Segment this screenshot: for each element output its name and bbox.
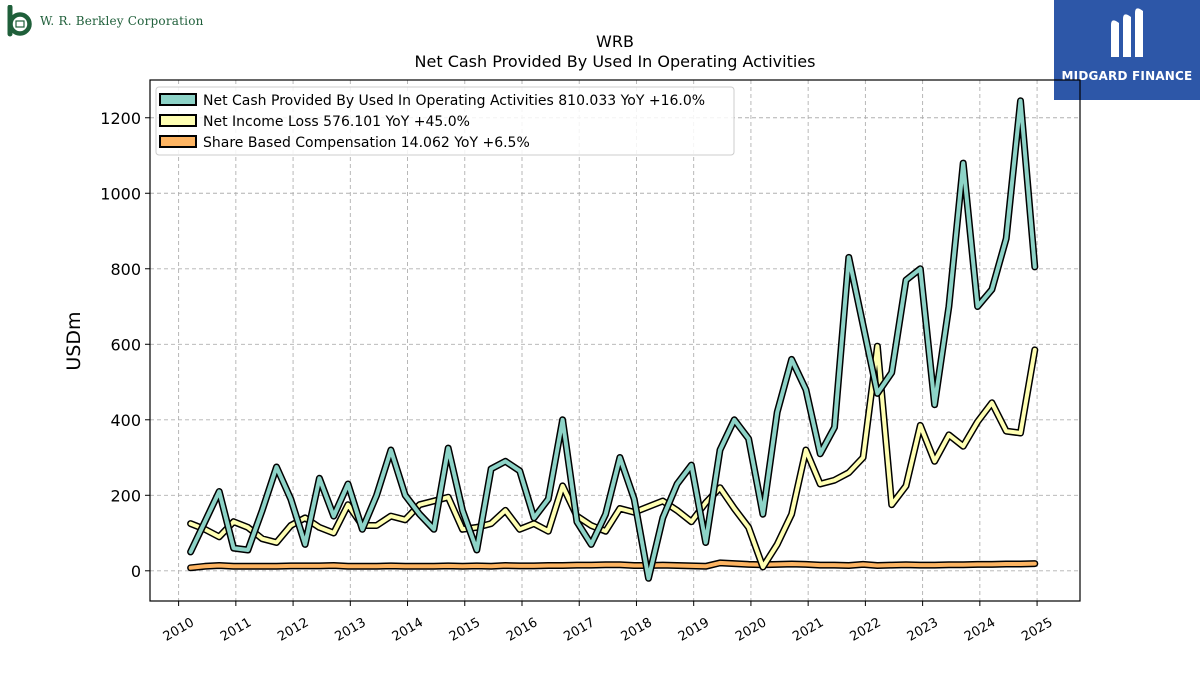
y-tick-label: 200 (110, 486, 141, 505)
series-line-outline (187, 97, 1039, 582)
x-tick-label: 2012 (275, 615, 311, 645)
y-axis-label: USDm (63, 311, 85, 370)
series-line-outline (187, 342, 1039, 571)
x-tick-label: 2013 (332, 615, 368, 645)
x-tick-label: 2024 (962, 615, 998, 645)
x-tick-label: 2014 (390, 615, 426, 645)
y-tick-label: 1000 (100, 184, 141, 203)
brand-header: W. R. Berkley Corporation (6, 5, 204, 37)
legend-label: Share Based Compensation 14.062 YoY +6.5… (203, 135, 530, 151)
y-tick-label: 0 (131, 562, 141, 581)
series-1 (187, 342, 1039, 571)
x-tick-label: 2018 (619, 615, 655, 645)
series-lines (187, 97, 1039, 582)
x-tick-label: 2017 (561, 615, 597, 645)
x-tick-label: 2019 (676, 615, 712, 645)
midgard-m-logo-icon (1111, 8, 1143, 57)
legend-swatch (159, 114, 197, 127)
legend: Net Cash Provided By Used In Operating A… (155, 86, 735, 156)
chart-title: WRB (596, 32, 634, 51)
x-tick-label: 2010 (161, 615, 197, 645)
legend-label: Net Income Loss 576.101 YoY +45.0% (203, 114, 470, 130)
x-tick-label: 2015 (447, 615, 483, 645)
y-tick-label: 800 (110, 260, 141, 279)
legend-swatch (159, 135, 197, 148)
x-tick-label: 2016 (504, 615, 540, 645)
x-tick-label: 2022 (848, 615, 884, 645)
x-tick-label: 2011 (218, 615, 254, 645)
legend-box (155, 86, 735, 156)
series-2 (187, 559, 1039, 572)
brand-name: W. R. Berkley Corporation (40, 14, 204, 28)
series-line (188, 560, 1037, 570)
series-line (188, 98, 1037, 581)
berkley-b-logo-icon (7, 5, 32, 37)
chart-subtitle: Net Cash Provided By Used In Operating A… (414, 52, 816, 71)
series-0 (187, 97, 1039, 582)
y-tick-label: 600 (110, 335, 141, 354)
series-line (188, 344, 1037, 569)
x-tick-label: 2020 (733, 615, 769, 645)
y-tick-label: 400 (110, 411, 141, 430)
x-tick-label: 2023 (905, 615, 941, 645)
y-tick-label: 1200 (100, 109, 141, 128)
plot-frame (149, 79, 1081, 602)
legend-swatch (159, 93, 197, 106)
partner-logo: MIDGARD FINANCE (1054, 0, 1200, 100)
x-tick-label: 2021 (790, 615, 826, 645)
x-tick-label: 2025 (1019, 615, 1055, 645)
legend-label: Net Cash Provided By Used In Operating A… (203, 93, 705, 109)
partner-name: MIDGARD FINANCE (1061, 69, 1193, 83)
